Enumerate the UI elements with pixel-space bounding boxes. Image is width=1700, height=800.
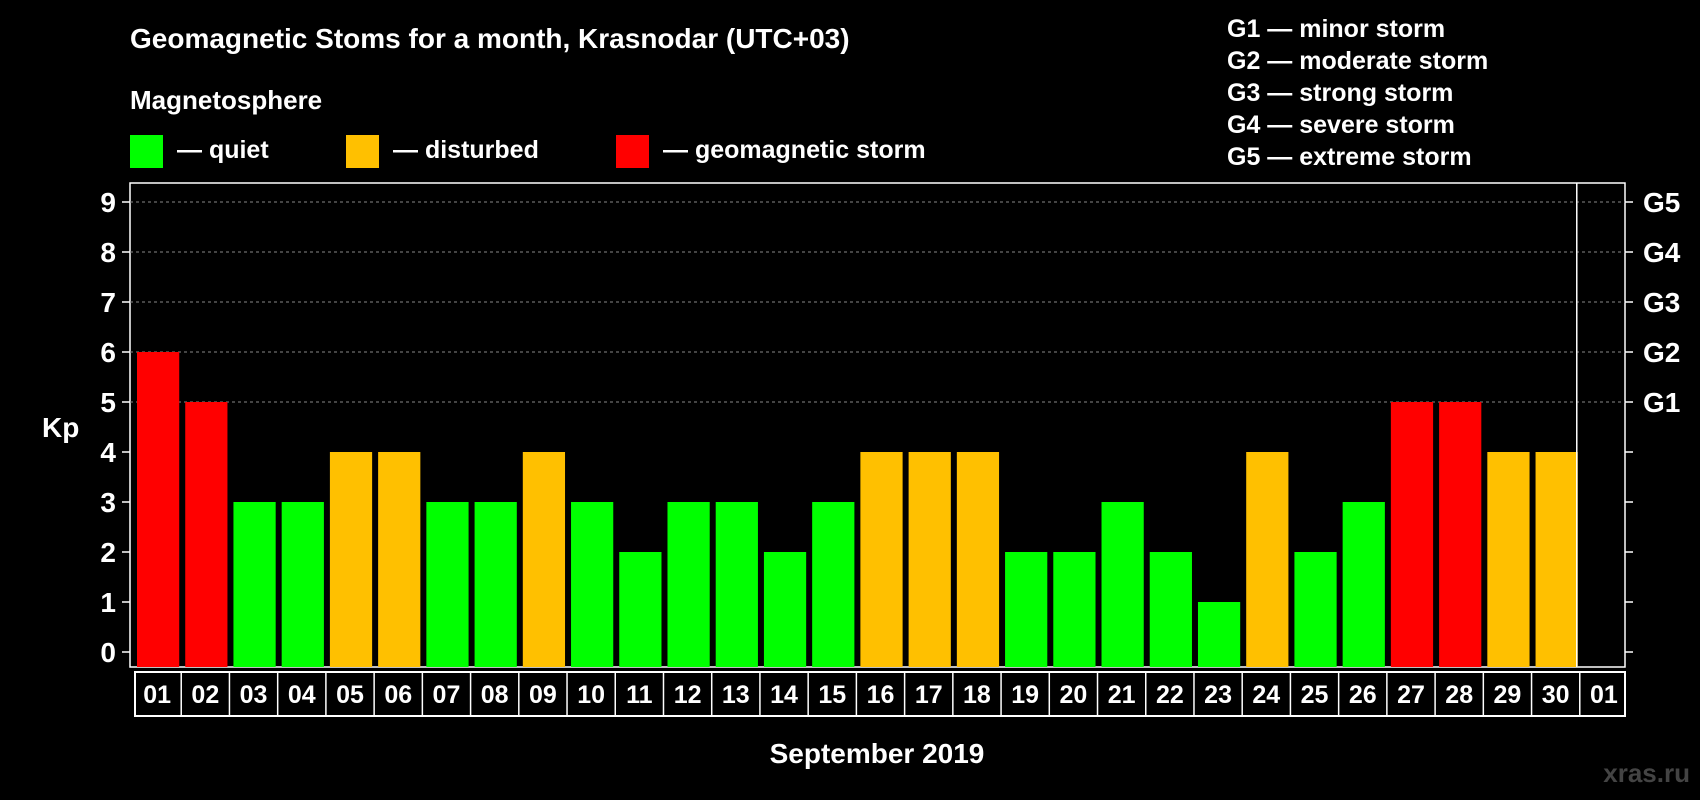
bar-28-27 [1439,402,1482,667]
y-tick-label-5: 5 [100,387,116,418]
right-label-G3: G3 [1643,287,1680,318]
bar-04-3 [281,502,324,667]
x-tick-label-17: 18 [963,681,991,709]
bar-11-10 [619,552,662,667]
x-tick-label-22: 23 [1204,681,1232,709]
legend-swatch-0 [130,135,163,168]
y-tick-label-6: 6 [100,337,116,368]
x-axis-box [134,671,1626,717]
bar-30-29 [1535,452,1578,667]
legend-swatch-1 [346,135,379,168]
storm-scale-item-1: G2 — moderate storm [1227,47,1488,75]
right-label-G5: G5 [1643,187,1680,218]
x-tick-label-21: 22 [1156,681,1184,709]
bar-09-8 [522,452,566,667]
x-tick-label-16: 17 [915,681,943,709]
chart-title: Geomagnetic Stoms for a month, Krasnodar… [130,23,850,54]
y-tick-label-4: 4 [100,437,116,468]
y-axis-label: Kp [42,412,79,443]
x-tick-label-8: 09 [529,681,557,709]
x-tick-label-9: 10 [577,681,605,709]
storm-scale-item-2: G3 — strong storm [1227,79,1453,107]
y-tick-label-7: 7 [100,287,116,318]
x-tick-label-7: 08 [481,681,509,709]
bar-14-13 [763,552,807,667]
x-tick-label-6: 07 [433,681,461,709]
x-tick-label-14: 15 [818,681,846,709]
x-tick-label-10: 11 [626,681,653,709]
bar-13-12 [715,502,758,667]
x-tick-label-28: 29 [1494,681,1522,709]
x-tick-label-1: 02 [191,681,219,709]
bar-18-17 [956,452,1000,667]
storm-scale-item-3: G4 — severe storm [1227,111,1455,139]
bar-20-19 [1053,552,1096,667]
x-tick-label-19: 20 [1059,681,1087,709]
x-tick-label-4: 05 [336,681,364,709]
legend-label-2: — geomagnetic storm [663,136,926,164]
y-tick-label-1: 1 [100,587,116,618]
legend-label-1: — disturbed [393,136,539,164]
x-tick-label-24: 25 [1301,681,1329,709]
storm-scale-item-0: G1 — minor storm [1227,15,1445,43]
y-tick-label-8: 8 [100,237,116,268]
x-tick-label-12: 13 [722,681,750,709]
watermark: xras.ru [1603,758,1690,788]
y-tick-label-0: 0 [100,637,116,668]
x-tick-label-2: 03 [240,681,268,709]
x-tick-label-26: 27 [1397,681,1425,709]
bar-21-20 [1101,502,1144,667]
bar-22-21 [1149,552,1192,667]
bar-27-26 [1390,402,1434,667]
x-tick-label-0: 01 [143,681,171,709]
bar-07-6 [426,502,469,667]
bar-01-0 [137,352,180,667]
bar-12-11 [667,502,710,667]
storm-scale-legend: G1 — minor storm G2 — moderate storm G3 — … [1227,15,1488,171]
legend: — quiet — disturbed — geomagnetic storm [130,135,926,168]
bar-19-18 [1005,552,1048,667]
x-tick-label-18: 19 [1011,681,1039,709]
bar-16-15 [860,452,903,667]
bar-24-23 [1246,452,1289,667]
right-label-G4: G4 [1643,237,1681,268]
bar-06-5 [378,452,421,667]
y-tick-label-3: 3 [100,487,116,518]
right-label-G2: G2 [1643,337,1680,368]
x-tick-label-20: 21 [1108,681,1136,709]
x-tick-label-30: 01 [1590,681,1618,709]
bar-02-1 [185,402,228,667]
legend-swatch-2 [616,135,649,168]
bar-10-9 [571,502,614,667]
y-tick-label-9: 9 [100,187,116,218]
storm-scale-item-4: G5 — extreme storm [1227,143,1472,171]
x-tick-label-5: 06 [384,681,412,709]
x-tick-label-25: 26 [1349,681,1377,709]
x-axis-label: September 2019 [770,738,985,769]
x-tick-label-27: 28 [1445,681,1473,709]
bar-25-24 [1294,552,1337,667]
bar-08-7 [474,502,517,667]
bar-23-22 [1197,602,1241,667]
bar-29-28 [1487,452,1530,667]
y-tick-label-2: 2 [100,537,116,568]
right-label-G1: G1 [1643,387,1680,418]
bar-15-14 [812,502,855,667]
x-tick-label-11: 12 [674,681,702,709]
x-tick-label-3: 04 [288,681,316,709]
x-tick-label-29: 30 [1542,681,1570,709]
bar-03-2 [233,502,276,667]
bar-26-25 [1342,502,1385,667]
bar-05-4 [329,452,373,667]
bar-17-16 [908,452,951,667]
legend-title: Magnetosphere [130,85,322,115]
x-tick-label-23: 24 [1252,681,1280,709]
legend-label-0: — quiet [177,136,269,164]
x-tick-label-13: 14 [770,681,798,709]
x-tick-label-15: 16 [867,681,895,709]
